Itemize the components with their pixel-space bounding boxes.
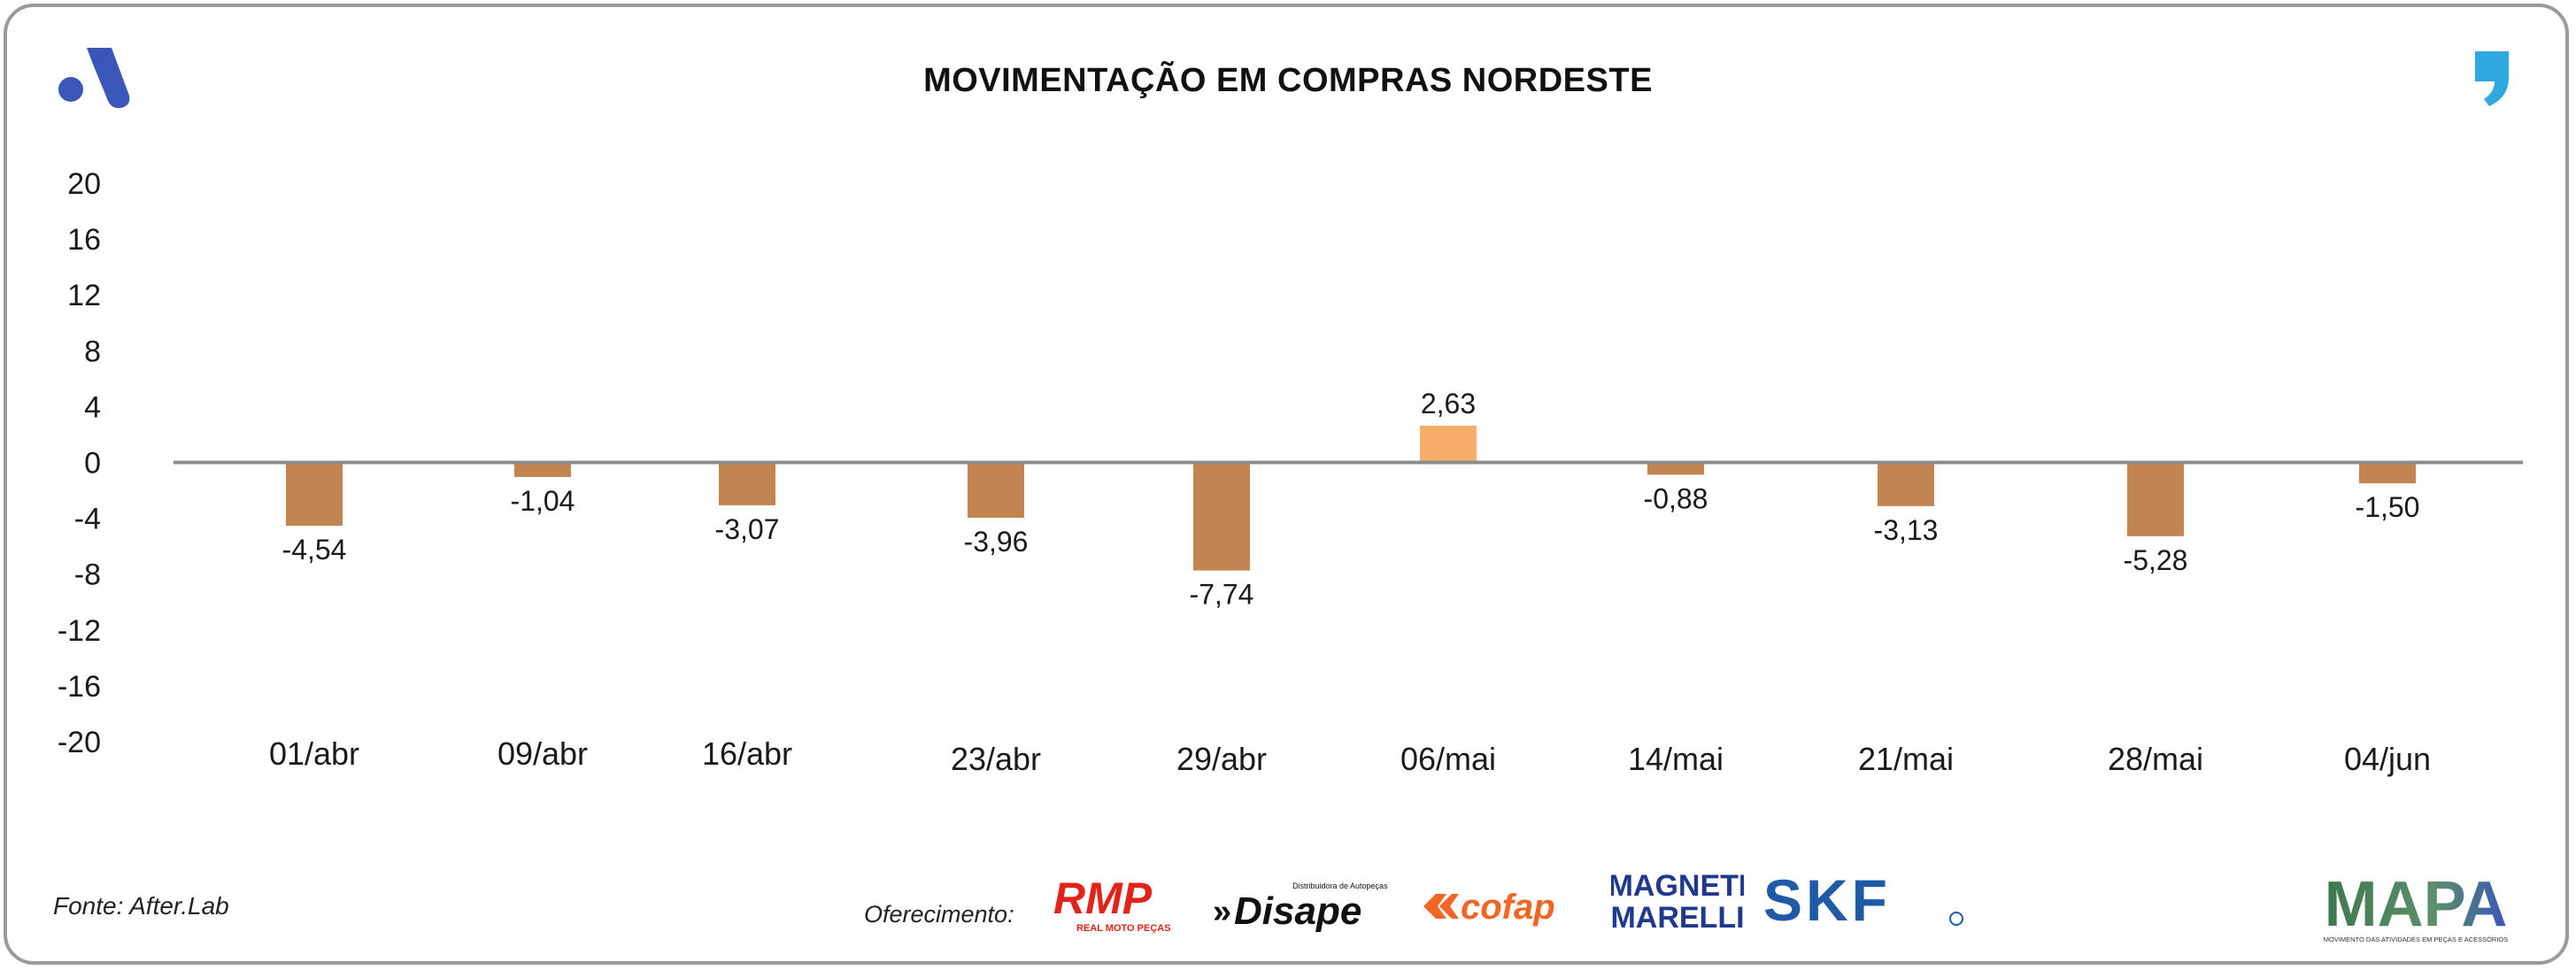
y-tick-label: -12 <box>58 614 101 648</box>
data-label: -7,74 <box>1190 579 1254 611</box>
x-tick-label: 14/mai <box>1628 741 1724 777</box>
y-tick-label: 16 <box>67 223 101 257</box>
svg-text:MAGNETI: MAGNETI <box>1611 869 1744 903</box>
data-label: -3,13 <box>1874 514 1939 546</box>
source-note: Fonte: After.Lab <box>53 892 229 920</box>
svg-text:MARELLI: MARELLI <box>1611 901 1744 935</box>
after-lab-a-logo-icon <box>58 48 130 109</box>
bar <box>286 462 343 527</box>
x-tick-label: 01/abr <box>269 735 359 772</box>
svg-text:Distribuidora de Autopeças: Distribuidora de Autopeças <box>1292 881 1388 890</box>
data-label: -3,96 <box>964 526 1029 558</box>
bar <box>1193 462 1250 571</box>
y-tick-label: 8 <box>84 335 101 368</box>
bar <box>2127 462 2184 536</box>
svg-text:Disape: Disape <box>1234 889 1361 933</box>
skf-logo: SKF <box>1763 871 1963 929</box>
mapa-logo: MAPA MOVIMENTO DAS ATIVIDADES EM PEÇAS E… <box>2324 869 2509 943</box>
svg-text:MAPA: MAPA <box>2325 869 2508 940</box>
bar <box>1647 462 1704 475</box>
y-tick-label: 4 <box>84 390 101 424</box>
x-tick-label: 28/mai <box>2108 741 2203 777</box>
data-label: -3,07 <box>715 513 780 545</box>
x-tick-label: 06/mai <box>1400 741 1496 777</box>
data-label: -4,54 <box>282 534 347 566</box>
x-tick-label: 04/jun <box>2344 741 2431 777</box>
cofap-logo: cofap <box>1423 888 1555 927</box>
bar-chart: 20 16 12 8 4 0 -4 -8 -12 -16 -20 -4,54 01/abr -1,04 09… <box>58 167 2523 777</box>
y-tick-label: -8 <box>74 558 101 592</box>
data-label: 2,63 <box>1421 388 1476 420</box>
bar <box>1878 462 1934 506</box>
x-tick-label: 21/mai <box>1858 741 1954 777</box>
data-label: -0,88 <box>1644 482 1708 514</box>
disape-logo: Distribuidora de Autopeças » Disape <box>1213 881 1388 933</box>
svg-text:cofap: cofap <box>1461 888 1555 927</box>
sponsor-label: Oferecimento: <box>864 901 1014 928</box>
x-tick-label: 16/abr <box>702 735 792 772</box>
x-tick-label: 09/abr <box>497 735 588 772</box>
x-tick-label: 23/abr <box>951 741 1041 777</box>
magneti-marelli-logo: MAGNETI MARELLI <box>1611 869 1744 935</box>
y-tick-label: -4 <box>74 503 101 536</box>
bar <box>514 462 571 477</box>
chart-title: MOVIMENTAÇÃO EM COMPRAS NORDESTE <box>923 62 1653 99</box>
bar <box>1420 426 1477 463</box>
data-label: -1,50 <box>2356 491 2420 523</box>
y-tick-label: -16 <box>58 670 101 704</box>
bar <box>2359 462 2416 484</box>
data-label: -5,28 <box>2124 544 2188 576</box>
x-tick-label: 29/abr <box>1176 741 1267 777</box>
y-tick-label: 12 <box>67 279 101 312</box>
y-tick-label: -20 <box>58 726 101 759</box>
svg-text:SKF: SKF <box>1763 871 1891 929</box>
bar <box>968 462 1024 518</box>
y-tick-label: 20 <box>67 167 101 201</box>
svg-text:RMP: RMP <box>1053 876 1153 923</box>
quote-mark-icon <box>2475 51 2509 106</box>
rmp-logo: RMP REAL MOTO PEÇAS <box>1053 876 1171 934</box>
svg-text:MOVIMENTO DAS ATIVIDADES EM PE: MOVIMENTO DAS ATIVIDADES EM PEÇAS E ACES… <box>2324 935 2509 943</box>
svg-text:»: » <box>1213 893 1231 930</box>
y-tick-label: 0 <box>84 447 101 481</box>
bar <box>719 462 775 505</box>
svg-text:REAL MOTO PEÇAS: REAL MOTO PEÇAS <box>1076 923 1171 934</box>
data-label: -1,04 <box>511 485 575 517</box>
